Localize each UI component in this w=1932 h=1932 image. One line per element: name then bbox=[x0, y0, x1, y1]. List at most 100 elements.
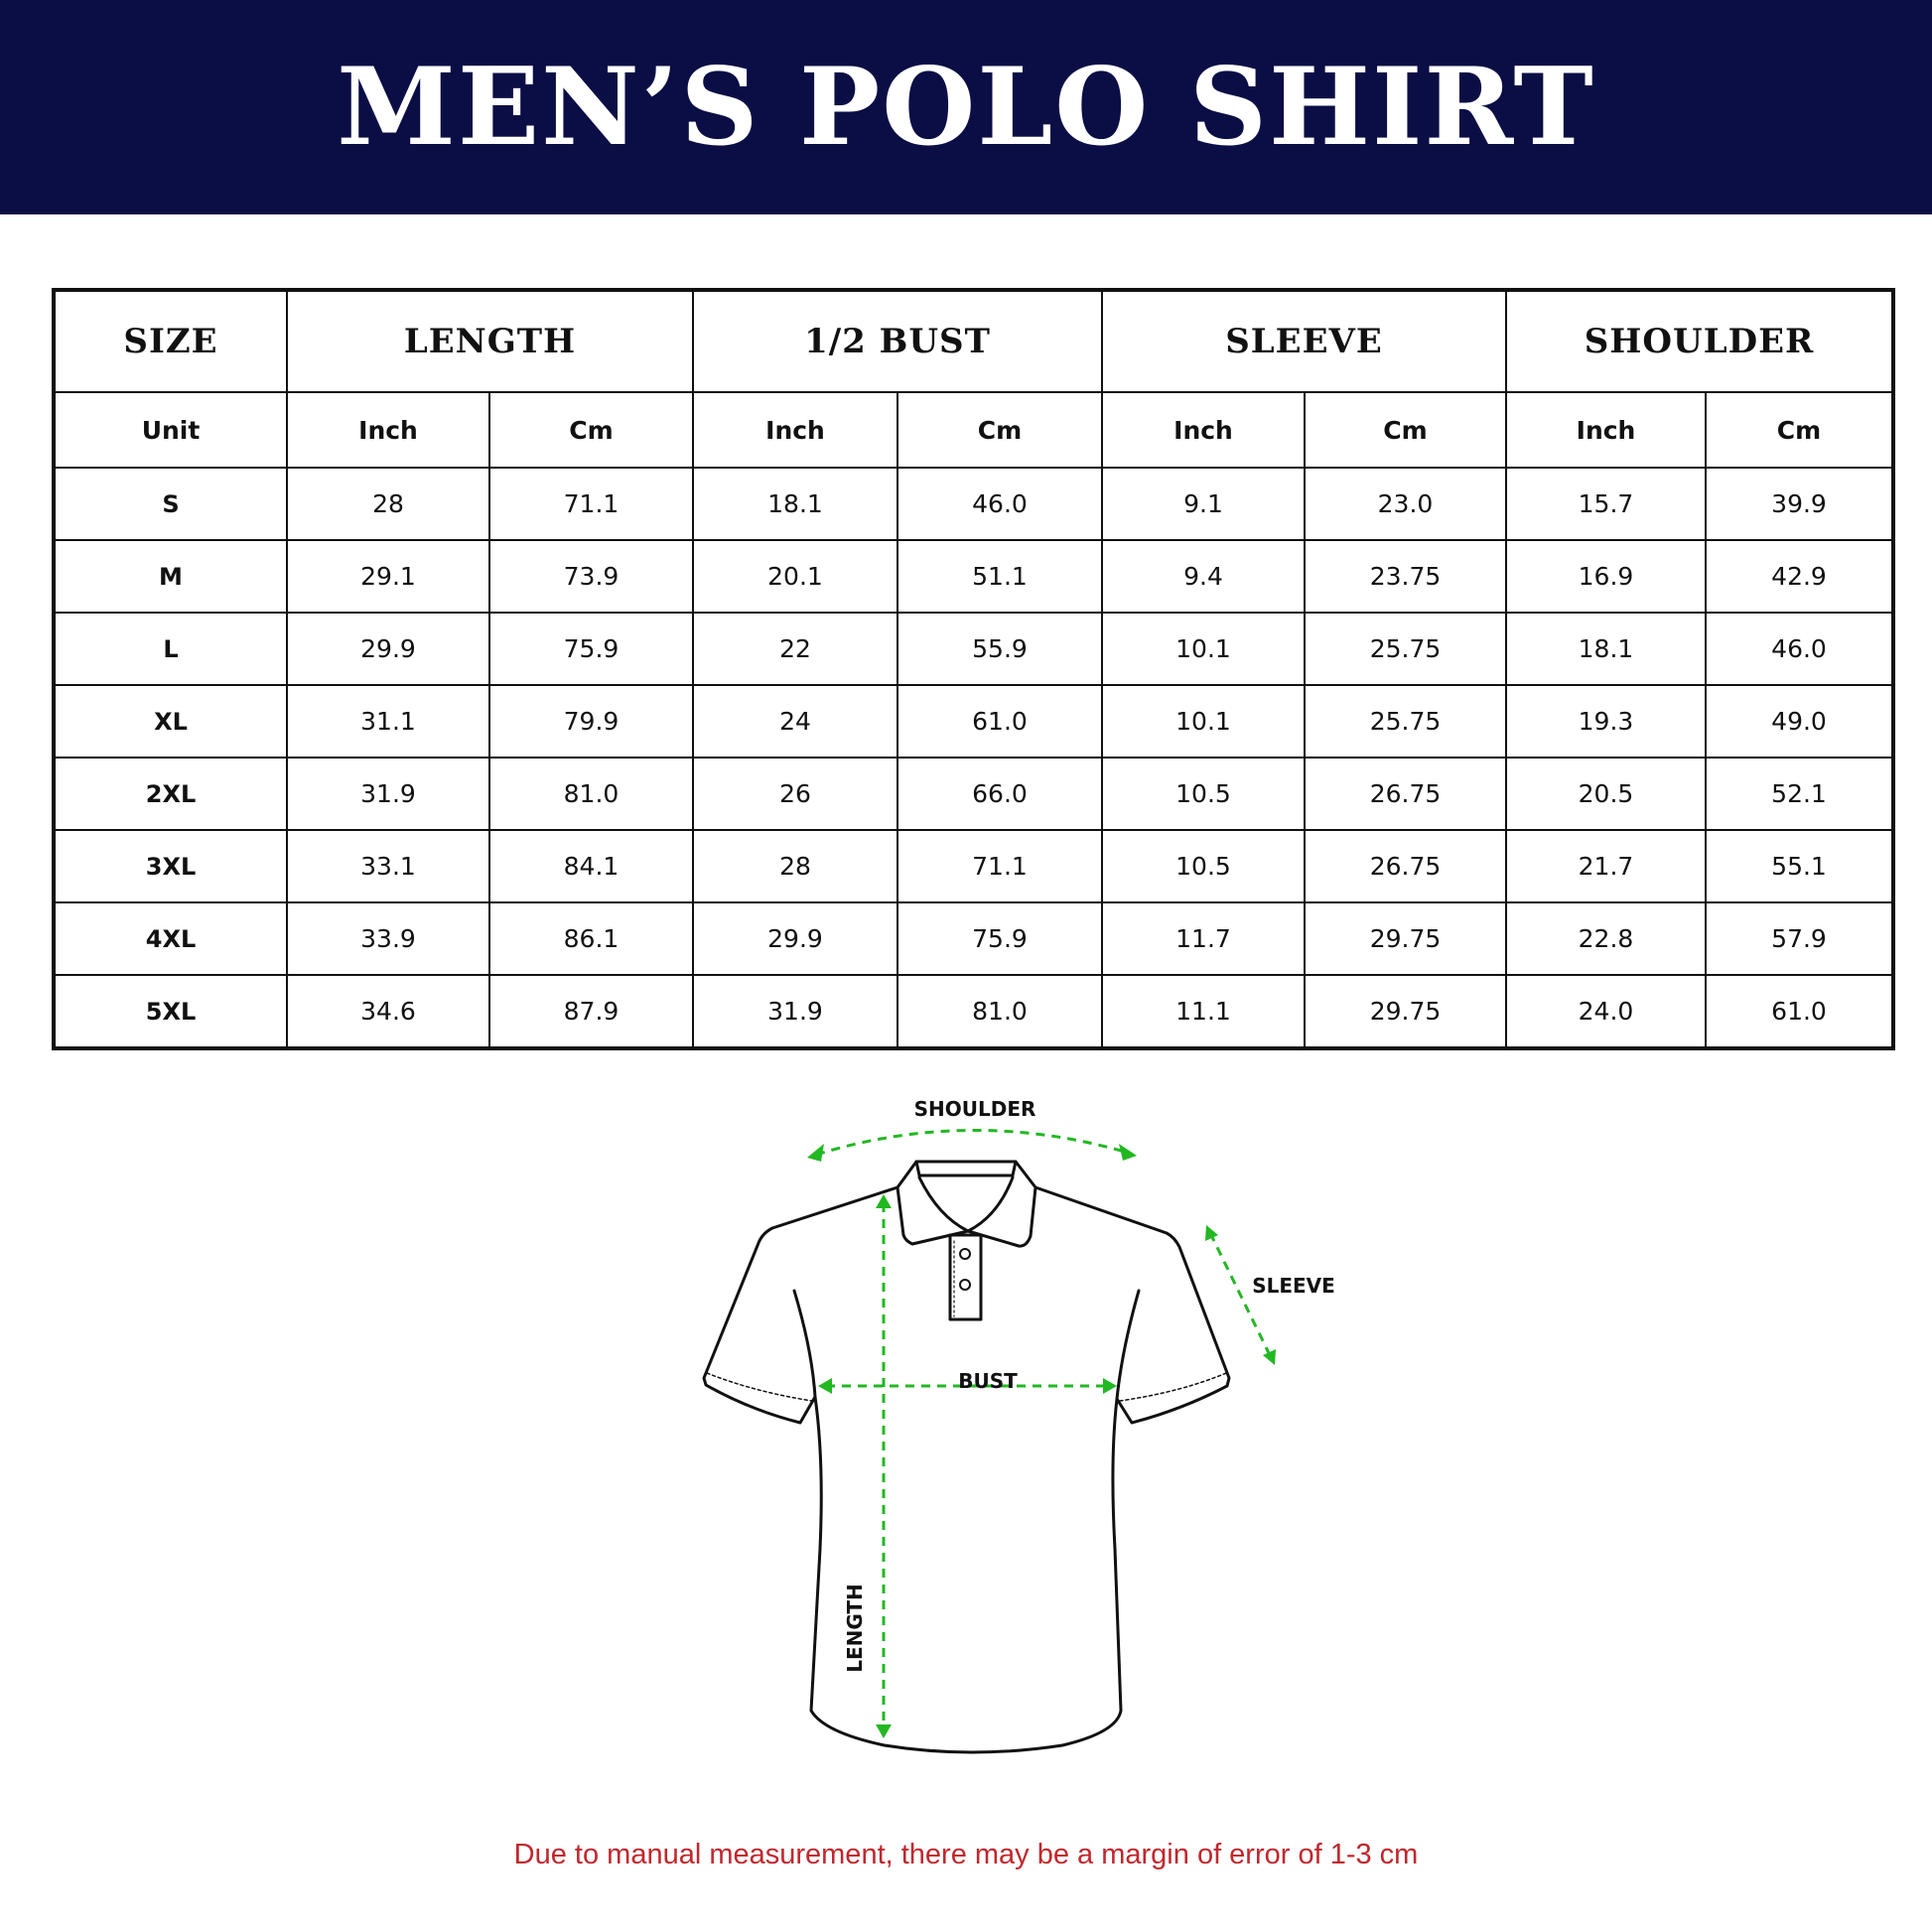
size-cell: M bbox=[53, 539, 288, 614]
value-cell: 24.0 bbox=[1505, 974, 1707, 1049]
shirt-outline bbox=[702, 1160, 1231, 1754]
value-cell: 52.1 bbox=[1704, 757, 1895, 831]
value-cell: 57.9 bbox=[1704, 901, 1895, 976]
value-cell: 15.7 bbox=[1505, 467, 1707, 541]
size-cell: 2XL bbox=[53, 757, 288, 831]
table-row: 2XL 31.9 81.0 26 66.0 10.5 26.75 20.5 52.1 bbox=[53, 757, 1895, 831]
value-cell: 79.9 bbox=[488, 684, 694, 759]
value-cell: 29.75 bbox=[1304, 974, 1507, 1049]
table-row: M 29.1 73.9 20.1 51.1 9.4 23.75 16.9 42.9 bbox=[53, 539, 1895, 614]
sleeve-label: SLEEVE bbox=[1252, 1274, 1335, 1298]
table-row: 4XL 33.9 86.1 29.9 75.9 11.7 29.75 22.8 57.9 bbox=[53, 901, 1895, 976]
group-header-row: SIZE LENGTH 1/2 BUST SLEEVE SHOULDER bbox=[53, 289, 1895, 393]
value-cell: 29.1 bbox=[286, 539, 490, 614]
header-shoulder: SHOULDER bbox=[1504, 289, 1895, 393]
unit-header-cm: Cm bbox=[1304, 391, 1507, 469]
value-cell: 25.75 bbox=[1304, 612, 1507, 686]
size-chart-table: SIZE LENGTH 1/2 BUST SLEEVE SHOULDER Uni… bbox=[52, 288, 1896, 1050]
value-cell: 31.1 bbox=[286, 684, 490, 759]
measurement-arrows bbox=[815, 1129, 1273, 1729]
length-label: LENGTH bbox=[843, 1584, 867, 1673]
value-cell: 31.9 bbox=[692, 974, 898, 1049]
shoulder-label: SHOULDER bbox=[914, 1097, 1036, 1121]
value-cell: 61.0 bbox=[897, 684, 1103, 759]
size-cell: 5XL bbox=[53, 974, 288, 1049]
value-cell: 28 bbox=[692, 829, 898, 903]
value-cell: 55.1 bbox=[1704, 829, 1895, 903]
value-cell: 25.75 bbox=[1304, 684, 1507, 759]
value-cell: 26.75 bbox=[1304, 829, 1507, 903]
measurement-disclaimer: Due to manual measurement, there may be … bbox=[513, 1839, 1419, 1870]
bust-label: BUST bbox=[958, 1369, 1018, 1393]
value-cell: 86.1 bbox=[488, 901, 694, 976]
value-cell: 20.5 bbox=[1505, 757, 1707, 831]
value-cell: 24 bbox=[692, 684, 898, 759]
value-cell: 28 bbox=[286, 467, 490, 541]
value-cell: 29.9 bbox=[286, 612, 490, 686]
value-cell: 11.7 bbox=[1101, 901, 1306, 976]
value-cell: 21.7 bbox=[1505, 829, 1707, 903]
unit-label: Unit bbox=[53, 391, 288, 469]
value-cell: 55.9 bbox=[897, 612, 1103, 686]
size-cell: L bbox=[53, 612, 288, 686]
header-length: LENGTH bbox=[286, 289, 694, 393]
value-cell: 22.8 bbox=[1505, 901, 1707, 976]
table-row: XL 31.1 79.9 24 61.0 10.1 25.75 19.3 49.0 bbox=[53, 684, 1895, 759]
header-half-bust: 1/2 BUST bbox=[692, 289, 1103, 393]
value-cell: 46.0 bbox=[897, 467, 1103, 541]
value-cell: 26.75 bbox=[1304, 757, 1507, 831]
table-row: L 29.9 75.9 22 55.9 10.1 25.75 18.1 46.0 bbox=[53, 612, 1895, 686]
unit-header-inch: Inch bbox=[1505, 391, 1707, 469]
value-cell: 81.0 bbox=[897, 974, 1103, 1049]
value-cell: 23.75 bbox=[1304, 539, 1507, 614]
value-cell: 33.9 bbox=[286, 901, 490, 976]
value-cell: 20.1 bbox=[692, 539, 898, 614]
unit-header-cm: Cm bbox=[1704, 391, 1895, 469]
unit-header-cm: Cm bbox=[488, 391, 694, 469]
value-cell: 31.9 bbox=[286, 757, 490, 831]
arrowheads bbox=[807, 1144, 1276, 1738]
value-cell: 51.1 bbox=[897, 539, 1103, 614]
value-cell: 29.75 bbox=[1304, 901, 1507, 976]
size-cell: XL bbox=[53, 684, 288, 759]
table-row: 3XL 33.1 84.1 28 71.1 10.5 26.75 21.7 55.1 bbox=[53, 829, 1895, 903]
unit-header-inch: Inch bbox=[692, 391, 898, 469]
value-cell: 10.5 bbox=[1101, 829, 1306, 903]
shoulder-arrow bbox=[815, 1129, 1129, 1157]
value-cell: 61.0 bbox=[1704, 974, 1895, 1049]
unit-header-cm: Cm bbox=[897, 391, 1103, 469]
value-cell: 33.1 bbox=[286, 829, 490, 903]
value-cell: 46.0 bbox=[1704, 612, 1895, 686]
value-cell: 87.9 bbox=[488, 974, 694, 1049]
value-cell: 16.9 bbox=[1505, 539, 1707, 614]
value-cell: 66.0 bbox=[897, 757, 1103, 831]
value-cell: 23.0 bbox=[1304, 467, 1507, 541]
unit-header-inch: Inch bbox=[1101, 391, 1306, 469]
unit-header-row: Unit Inch Cm Inch Cm Inch Cm Inch Cm bbox=[53, 391, 1895, 469]
table-row: 5XL 34.6 87.9 31.9 81.0 11.1 29.75 24.0 61.0 bbox=[53, 974, 1895, 1049]
sleeve-arrow bbox=[1208, 1232, 1273, 1358]
value-cell: 75.9 bbox=[897, 901, 1103, 976]
value-cell: 39.9 bbox=[1704, 467, 1895, 541]
value-cell: 71.1 bbox=[897, 829, 1103, 903]
value-cell: 22 bbox=[692, 612, 898, 686]
value-cell: 9.1 bbox=[1101, 467, 1306, 541]
title-banner: MEN’S POLO SHIRT bbox=[0, 0, 1932, 214]
page-title: MEN’S POLO SHIRT bbox=[337, 45, 1595, 170]
size-cell: S bbox=[53, 467, 288, 541]
value-cell: 10.5 bbox=[1101, 757, 1306, 831]
header-size: SIZE bbox=[53, 289, 288, 393]
unit-header-inch: Inch bbox=[286, 391, 490, 469]
table-row: S 28 71.1 18.1 46.0 9.1 23.0 15.7 39.9 bbox=[53, 467, 1895, 541]
value-cell: 18.1 bbox=[692, 467, 898, 541]
value-cell: 34.6 bbox=[286, 974, 490, 1049]
value-cell: 26 bbox=[692, 757, 898, 831]
value-cell: 10.1 bbox=[1101, 612, 1306, 686]
value-cell: 81.0 bbox=[488, 757, 694, 831]
value-cell: 19.3 bbox=[1505, 684, 1707, 759]
value-cell: 42.9 bbox=[1704, 539, 1895, 614]
value-cell: 9.4 bbox=[1101, 539, 1306, 614]
value-cell: 49.0 bbox=[1704, 684, 1895, 759]
value-cell: 18.1 bbox=[1505, 612, 1707, 686]
value-cell: 11.1 bbox=[1101, 974, 1306, 1049]
